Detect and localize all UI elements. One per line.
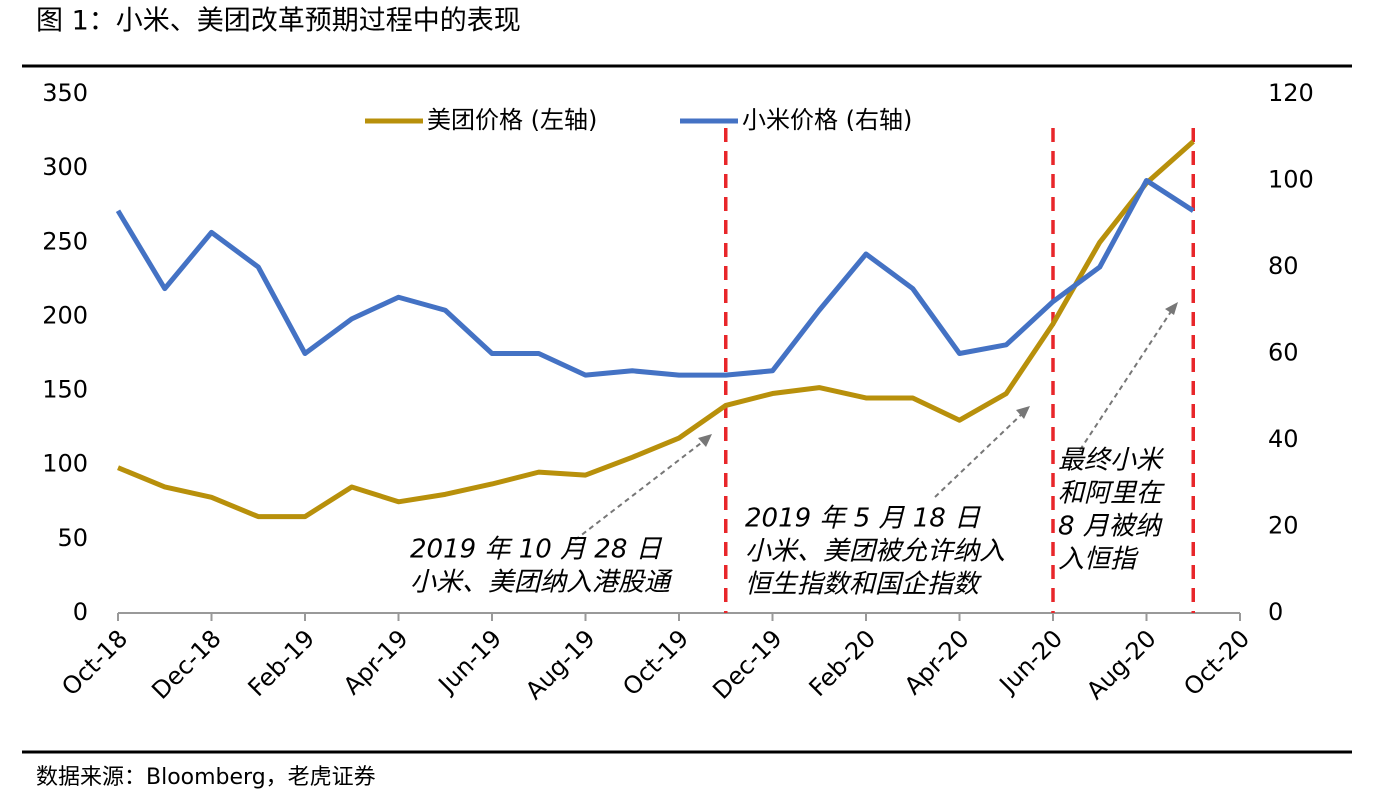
- annotation: 最终小米: [1058, 446, 1165, 476]
- y2-tick-label: 80: [1268, 252, 1299, 280]
- annotation: 2019 年 5 月 18 日: [745, 504, 981, 534]
- y-tick-label: 350: [42, 79, 88, 107]
- arrows: [574, 309, 1173, 541]
- x-tick-label: Feb-19: [243, 624, 321, 702]
- x-tick-label: Jun-20: [993, 624, 1068, 699]
- y2-tick-label: 20: [1268, 512, 1299, 540]
- y-tick-label: 150: [42, 376, 88, 404]
- arrow-heads: [698, 302, 1178, 447]
- series-line: [117, 139, 1195, 520]
- series-line: [115, 178, 1195, 378]
- x-tick-label: Aug-19: [520, 624, 601, 705]
- x-tick-label: Feb-20: [804, 624, 882, 702]
- x-tick-label: Oct-18: [56, 624, 133, 701]
- annotation: 小米、美团纳入港股通: [410, 568, 673, 598]
- y2-tick-label: 100: [1268, 166, 1314, 194]
- x-tick-label: Oct-19: [617, 624, 694, 701]
- legend-label: 小米价格 (右轴): [742, 106, 912, 134]
- y-tick-label: 0: [73, 598, 88, 626]
- x-tick-label: Jun-19: [432, 624, 507, 699]
- y-tick-label: 250: [42, 227, 88, 255]
- legend-label: 美团价格 (左轴): [427, 106, 597, 134]
- y-tick-label: 50: [57, 524, 88, 552]
- x-tick-label: Apr-19: [338, 624, 414, 700]
- source: 数据来源：Bloomberg，老虎证券: [36, 765, 376, 790]
- annotation: 入恒指: [1058, 545, 1139, 575]
- annotation: 小米、美团被允许纳入: [745, 537, 1005, 567]
- y2-tick-label: 60: [1268, 339, 1299, 367]
- x-tick-label: Dec-19: [707, 624, 787, 704]
- x-tick-label: Dec-18: [146, 624, 226, 704]
- x-tick-label: Aug-20: [1081, 624, 1162, 705]
- x-tick-label: Apr-20: [899, 624, 975, 700]
- y2-tick-label: 120: [1268, 79, 1314, 107]
- chart-title: 图 1：小米、美团改革预期过程中的表现: [36, 6, 521, 37]
- y-tick-label: 300: [42, 153, 88, 181]
- annotation: 和阿里在: [1058, 479, 1165, 509]
- annotation: 恒生指数和国企指数: [745, 570, 982, 600]
- y-tick-label: 100: [42, 450, 88, 478]
- x-tick-label: Oct-20: [1178, 624, 1255, 701]
- annotation: 2019 年 10 月 28 日: [410, 535, 663, 565]
- y2-tick-label: 40: [1268, 425, 1299, 453]
- y-tick-label: 200: [42, 301, 88, 329]
- annotation: 8 月被纳: [1058, 512, 1163, 542]
- y2-tick-label: 0: [1268, 598, 1283, 626]
